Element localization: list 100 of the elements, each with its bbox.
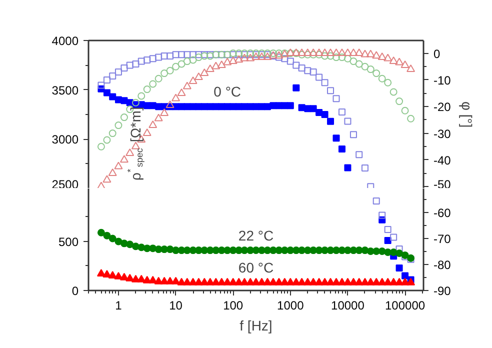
y2-tick-label: -30 [434,126,452,141]
point [344,246,352,254]
point [310,246,318,254]
x-tick-label: 10 [169,298,183,312]
point [108,130,116,138]
point [372,51,381,59]
point [102,175,112,183]
point [304,67,312,74]
point [384,78,392,86]
point [184,51,191,58]
point [326,48,335,56]
point [396,249,404,257]
point [166,52,174,60]
y2-tick-label: -40 [434,153,452,168]
point [326,52,334,60]
point [114,162,123,170]
point [378,212,386,219]
point [120,64,128,72]
point [172,51,180,58]
point [309,48,318,56]
point [384,226,392,234]
point [332,48,341,56]
y2-tick-label: -60 [434,206,452,220]
point [321,52,329,60]
point [320,48,330,56]
y-tick-label: 0 [72,284,79,298]
point [183,246,191,254]
point [384,54,392,62]
y-tick-label: 4000 [52,34,79,48]
point [97,142,105,150]
point [148,120,158,128]
point [98,82,105,89]
point [172,246,180,254]
point [188,76,198,84]
point [154,74,162,82]
point [120,155,128,163]
point [315,50,323,58]
x-tick-label: 100 [223,298,244,312]
point [327,87,334,94]
point [355,60,363,68]
point [332,246,340,254]
point [338,48,346,56]
point [321,246,329,254]
point [258,246,266,254]
point [372,70,380,78]
point [361,164,368,172]
point [406,64,416,72]
point [96,182,106,188]
point [298,64,306,72]
point [310,68,317,76]
point [194,246,202,254]
point [132,60,140,68]
series-label: 22 °C [238,227,274,244]
point [189,56,197,64]
point [160,70,168,78]
point [338,108,346,116]
point [298,246,306,254]
point [114,272,123,280]
x-tick-label: 1 [115,298,122,312]
point [240,54,249,62]
point [303,48,312,56]
point [160,52,168,60]
point [183,58,191,66]
point [96,268,106,276]
point [138,92,146,100]
point [143,86,151,94]
point [338,54,346,62]
point [200,68,209,76]
point [344,118,352,125]
series-label: 60 °C [238,260,274,276]
point [384,236,392,244]
point [344,54,352,62]
point [206,64,214,72]
point [378,74,386,82]
point [395,58,404,66]
point [126,240,134,248]
point [206,246,214,254]
point [172,62,180,70]
point [407,114,415,122]
point [155,54,162,61]
point [396,264,403,272]
point [390,234,398,241]
point [126,62,134,69]
point [378,52,386,60]
point [132,98,140,106]
point [372,197,380,204]
point [343,48,352,56]
y2-tick-label: 0 [434,46,440,61]
point [144,56,151,64]
point [355,246,363,254]
y-axis-title: ρ*spec [Ω*m] [126,106,144,180]
point [234,55,244,63]
series-label: 0 °C [214,84,242,100]
point [366,66,374,74]
point [321,79,328,86]
point [166,66,174,74]
point [292,62,300,69]
point [389,56,398,64]
y2-tick-label: -80 [434,258,452,272]
point [350,131,357,138]
